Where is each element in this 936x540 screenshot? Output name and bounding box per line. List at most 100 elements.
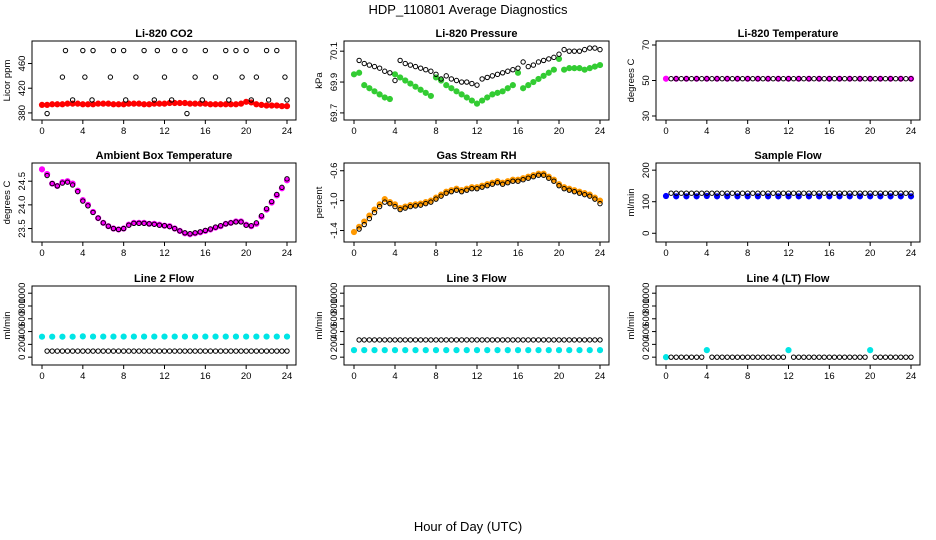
y-tick-label: 30 xyxy=(641,111,652,122)
data-point xyxy=(510,178,516,184)
data-point xyxy=(811,190,817,196)
data-point xyxy=(263,333,270,340)
data-point xyxy=(232,333,240,340)
panel-2: Li-820 Temperature 0 4 8 12 16 20 24 30 50 70 degre… xyxy=(626,28,921,137)
data-point xyxy=(233,348,239,354)
data-point xyxy=(469,80,475,87)
data-point xyxy=(105,100,112,107)
x-tick-label: 4 xyxy=(80,126,85,137)
x-tick-label: 24 xyxy=(595,248,606,259)
data-point xyxy=(100,348,106,354)
data-point xyxy=(801,354,807,360)
x-tick-label: 12 xyxy=(472,126,483,137)
x-tick-label: 20 xyxy=(241,248,252,259)
data-point xyxy=(69,97,76,103)
data-point xyxy=(887,354,894,360)
data-point xyxy=(892,190,899,196)
data-point xyxy=(356,57,362,64)
data-point xyxy=(755,190,761,196)
data-point xyxy=(484,337,490,343)
data-point xyxy=(177,228,183,234)
data-point xyxy=(192,100,199,107)
data-point xyxy=(75,348,81,354)
x-tick-label: 0 xyxy=(39,248,44,259)
data-point xyxy=(392,203,398,210)
data-marks xyxy=(662,75,915,82)
data-point xyxy=(714,76,720,82)
data-point xyxy=(176,99,183,107)
data-point xyxy=(790,354,797,360)
data-point xyxy=(151,221,157,227)
data-point xyxy=(576,347,583,354)
data-point xyxy=(857,354,863,360)
data-point xyxy=(872,76,878,82)
data-point xyxy=(551,337,557,343)
data-point xyxy=(699,190,705,196)
data-point xyxy=(382,68,388,74)
data-point xyxy=(356,337,362,343)
y-tick-label: -1.0 xyxy=(329,192,340,208)
data-point xyxy=(816,76,822,82)
data-point xyxy=(566,65,573,72)
data-point xyxy=(847,354,853,360)
data-point xyxy=(120,333,127,340)
data-point xyxy=(841,354,848,360)
data-point xyxy=(821,190,827,196)
data-point xyxy=(540,337,547,343)
data-point xyxy=(678,190,685,196)
data-point xyxy=(765,190,771,196)
data-point xyxy=(877,76,884,82)
data-point xyxy=(847,76,853,82)
data-point xyxy=(371,337,378,343)
data-point xyxy=(387,200,393,207)
data-point xyxy=(796,354,802,360)
data-point xyxy=(872,354,878,360)
data-point xyxy=(361,82,368,89)
data-point xyxy=(376,337,383,343)
data-point xyxy=(903,354,909,360)
data-point xyxy=(867,76,873,82)
data-point xyxy=(729,190,736,196)
data-point xyxy=(525,347,532,354)
data-point xyxy=(760,190,766,196)
data-point xyxy=(770,76,776,82)
data-point xyxy=(877,354,884,360)
x-tick-label: 12 xyxy=(159,126,170,137)
plot-frame xyxy=(31,162,297,243)
data-point xyxy=(417,202,424,208)
data-point xyxy=(555,347,563,354)
data-point xyxy=(182,348,188,354)
figure-title: HDP_110801 Average Diagnostics xyxy=(369,2,568,17)
series-1 xyxy=(356,45,603,88)
x-tick-label: 20 xyxy=(241,126,252,137)
data-point xyxy=(423,337,429,343)
data-point xyxy=(428,68,434,74)
data-point xyxy=(709,354,715,360)
data-point xyxy=(551,54,557,61)
data-point xyxy=(836,190,843,196)
x-tick-label: 8 xyxy=(745,248,750,259)
data-point xyxy=(166,223,173,230)
data-point xyxy=(581,46,588,53)
data-point xyxy=(453,337,460,343)
data-point xyxy=(474,82,480,88)
data-point xyxy=(750,190,756,196)
data-point xyxy=(551,178,557,184)
data-point xyxy=(79,333,86,340)
data-point xyxy=(100,333,107,340)
data-point xyxy=(586,65,593,72)
data-point xyxy=(852,76,858,82)
y-axis-label: ml/min xyxy=(314,312,325,340)
y-tick-label: 800 xyxy=(641,298,652,314)
data-point xyxy=(223,348,229,354)
data-point xyxy=(566,187,572,193)
data-point xyxy=(821,354,827,360)
data-point xyxy=(386,95,393,103)
x-tick-label: 4 xyxy=(392,126,397,137)
data-point xyxy=(862,354,868,360)
data-point xyxy=(760,76,766,82)
data-point xyxy=(237,100,245,107)
data-point xyxy=(504,347,511,354)
data-point xyxy=(141,220,147,227)
data-point xyxy=(520,59,526,65)
